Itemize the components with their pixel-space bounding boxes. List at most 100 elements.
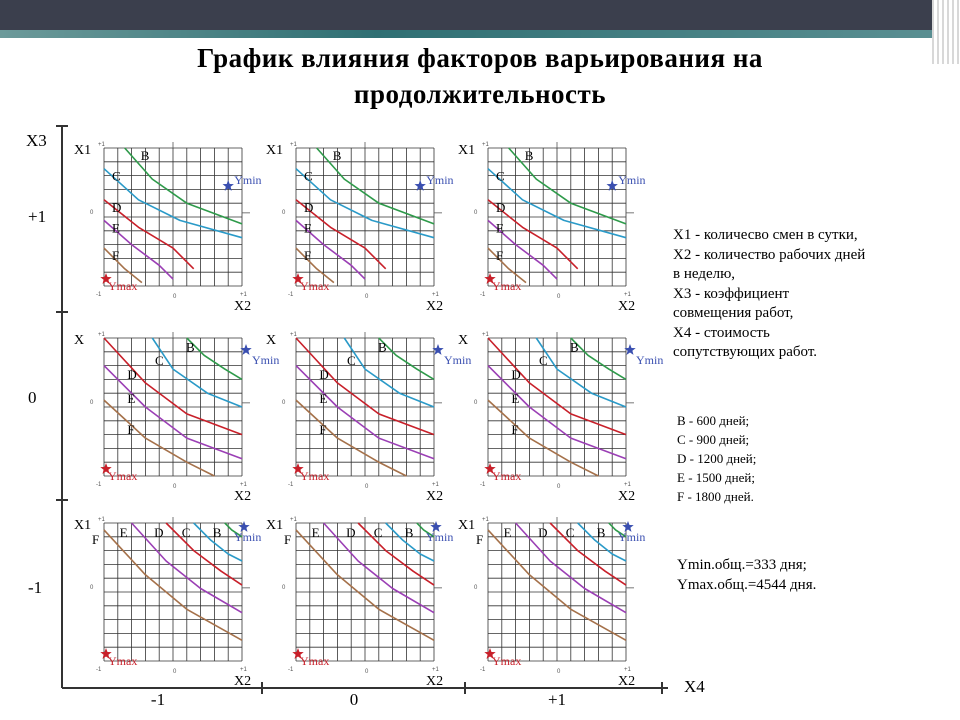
panel-x-label: X2 <box>426 674 443 689</box>
ymax-star-icon <box>292 648 304 659</box>
curve-f <box>487 399 599 477</box>
curve-label-b: B <box>570 339 579 354</box>
panel-x-tick: +1 <box>624 482 632 488</box>
panel-x-tick: +1 <box>240 667 248 673</box>
ymax-label: Ymax <box>300 279 329 293</box>
panel-x-tick: 0 <box>365 484 369 490</box>
curve-c <box>151 337 243 408</box>
curve-label-e: E <box>127 391 135 406</box>
curve-c <box>577 522 627 562</box>
curve-label-d: D <box>538 525 547 540</box>
curve-b <box>378 337 435 381</box>
panel-y-tick: +1 <box>98 332 106 338</box>
curve-label-d: D <box>154 525 163 540</box>
outer-x-level-label: 0 <box>350 690 359 709</box>
panel-x-tick: 0 <box>173 669 177 675</box>
curve-label-b: B <box>333 148 342 163</box>
panel-x-tick: -1 <box>480 292 486 298</box>
curve-label-b: B <box>597 525 606 540</box>
curve-label-b: B <box>186 339 195 354</box>
ymin-star-icon <box>414 180 426 191</box>
curve-label-e: E <box>504 525 512 540</box>
curve-label-f: F <box>304 248 311 263</box>
panel-y-tick: 0 <box>282 400 286 406</box>
days-line: C - 900 дней; <box>677 432 750 447</box>
slide-title: График влияния факторов варьирования на … <box>80 40 880 112</box>
curve-label-d: D <box>346 525 355 540</box>
curve-f <box>103 247 143 284</box>
panel-x-label: X2 <box>618 489 635 504</box>
panel-x-tick: -1 <box>96 667 102 673</box>
curve-f <box>295 247 335 284</box>
ymax-label: Ymax <box>492 279 521 293</box>
ymin-star-icon <box>430 521 442 532</box>
curve-label-d: D <box>304 200 313 215</box>
panel-x-tick: +1 <box>432 292 440 298</box>
panel-x-label: X2 <box>426 299 443 314</box>
days-line: D - 1200 дней; <box>677 451 757 466</box>
curve-label-e: E <box>112 220 120 235</box>
title-line-2: продолжительность <box>353 79 607 109</box>
curve-e <box>295 219 366 280</box>
panel-x-tick: 0 <box>173 294 177 300</box>
legend-line: X3 - коэффициент <box>673 285 790 302</box>
variable-legend: X1 - количесво смен в сутки, X2 - количе… <box>673 226 933 363</box>
curve-label-c: C <box>374 525 383 540</box>
panel-x-label: X2 <box>426 489 443 504</box>
ymax-star-icon <box>100 273 112 284</box>
curve-e <box>103 219 174 280</box>
ymin-label: Ymin <box>444 353 471 367</box>
ymax-label: Ymax <box>492 654 521 668</box>
outer-y-level-label: 0 <box>28 388 37 407</box>
panel-x-tick: +1 <box>432 482 440 488</box>
panel-y-tick: +1 <box>482 517 490 523</box>
panel-y-tick: +1 <box>482 142 490 148</box>
ymin-star-icon <box>238 521 250 532</box>
curve-b <box>570 337 627 381</box>
ymin-label: Ymin <box>426 173 453 187</box>
slide-header-stripes <box>932 0 960 64</box>
panel-y-label: X <box>74 333 84 348</box>
curve-label-d: D <box>319 367 328 382</box>
curve-d <box>487 337 627 436</box>
curve-label-c: C <box>496 169 505 184</box>
outer-y-level-label: +1 <box>28 207 46 226</box>
curve-f <box>103 399 215 477</box>
ymin-label: Ymin <box>252 353 279 367</box>
ymax-star-icon <box>484 273 496 284</box>
totals-line: Ymin.общ.=333 дня; <box>677 557 807 573</box>
panel-x-tick: 0 <box>557 484 561 490</box>
curve-label-f: F <box>112 248 119 263</box>
panel-y-tick: +1 <box>98 517 106 523</box>
curve-f <box>295 529 435 641</box>
curve-label-f: F <box>476 532 483 547</box>
legend-line: X2 - количество рабочих дней <box>673 246 866 263</box>
legend-line: X4 - стоимость <box>673 324 770 341</box>
curve-d <box>295 337 435 436</box>
ymax-star-icon <box>100 463 112 474</box>
panel-y-tick: 0 <box>282 210 286 216</box>
panel-x-tick: -1 <box>96 292 102 298</box>
legend-line: совмещения работ, <box>673 305 794 321</box>
days-line: E - 1500 дней; <box>677 470 755 485</box>
curve-c <box>487 168 627 239</box>
ymin-star-icon <box>432 344 444 355</box>
totals-legend: Ymin.общ.=333 дня; Ymax.общ.=4544 дня. <box>677 555 907 595</box>
panel-x-tick: 0 <box>557 294 561 300</box>
curve-label-f: F <box>319 422 326 437</box>
panel-x-label: X2 <box>234 674 251 689</box>
outer-y-level-label: -1 <box>28 578 42 597</box>
panel-y-tick: 0 <box>90 585 94 591</box>
curve-c <box>295 168 435 239</box>
curve-d <box>165 522 243 586</box>
panel-x-tick: -1 <box>96 482 102 488</box>
days-line: F - 1800 дней. <box>677 489 754 504</box>
slide-header-accent <box>0 30 940 38</box>
curve-label-f: F <box>284 532 291 547</box>
ymin-label: Ymin <box>618 173 645 187</box>
ymax-star-icon <box>484 463 496 474</box>
curve-label-e: E <box>120 525 128 540</box>
curve-label-e: E <box>304 220 312 235</box>
curve-label-f: F <box>496 248 503 263</box>
curve-e <box>295 365 435 460</box>
